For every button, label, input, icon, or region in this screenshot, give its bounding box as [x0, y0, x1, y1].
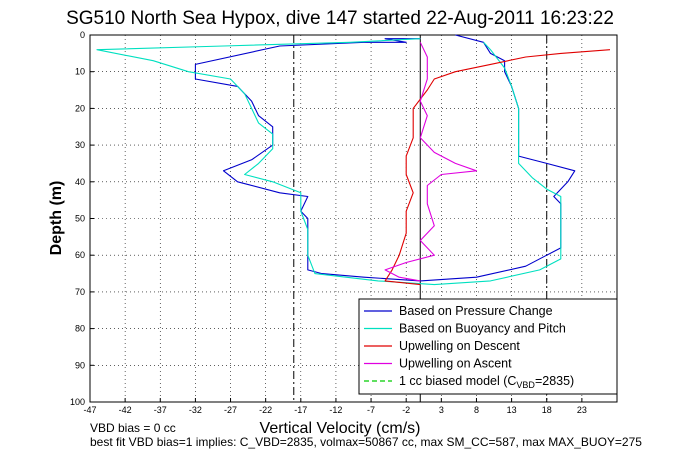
legend-entry: Upwelling on Ascent: [399, 357, 512, 371]
legend-entry: 1 cc biased model (CVBD=2835): [399, 374, 574, 390]
legend: Based on Pressure Change Based on Buoyanc…: [358, 298, 618, 395]
footer-fit-text: best fit VBD bias=1 implies: C_VBD=2835,…: [90, 435, 642, 449]
legend-entry: Based on Pressure Change: [399, 304, 553, 318]
y-tick-label: 0: [80, 30, 85, 40]
x-tick-label: -42: [119, 405, 132, 415]
y-tick-label: 70: [75, 287, 85, 297]
x-tick-label: -37: [154, 405, 167, 415]
series-lines: [96, 34, 611, 286]
x-axis-ticks: -47 -42 -37 -32 -27 -22 -17 -12 -7 -2 3 8 13 18 23: [83, 398, 587, 415]
x-axis-label: Vertical Velocity (cm/s): [260, 420, 421, 437]
y-tick-label: 10: [75, 67, 85, 77]
series-line: [384, 42, 478, 282]
x-tick-label: 13: [507, 405, 517, 415]
series-line: [96, 38, 562, 286]
x-tick-label: 18: [542, 405, 552, 415]
x-tick-label: -12: [329, 405, 342, 415]
y-tick-label: 50: [75, 214, 85, 224]
x-tick-label: -32: [189, 405, 202, 415]
y-tick-label: 90: [75, 360, 85, 370]
legend-entry: Based on Buoyancy and Pitch: [399, 322, 566, 336]
x-tick-label: -27: [224, 405, 237, 415]
x-tick-label: -47: [83, 405, 96, 415]
footer-bias-text: VBD bias = 0 cc: [90, 421, 176, 435]
y-tick-label: 80: [75, 324, 85, 334]
legend-entry: Upwelling on Descent: [399, 339, 520, 353]
x-tick-label: -7: [367, 405, 375, 415]
x-tick-label: -17: [294, 405, 307, 415]
series-line: [194, 34, 576, 282]
y-axis-label: Depth (m): [48, 181, 65, 256]
y-tick-label: 100: [70, 397, 85, 407]
y-tick-label: 40: [75, 177, 85, 187]
y-tick-label: 30: [75, 140, 85, 150]
x-tick-label: 8: [474, 405, 479, 415]
y-tick-label: 60: [75, 250, 85, 260]
x-tick-label: -2: [402, 405, 410, 415]
chart-title: SG510 North Sea Hypox, dive 147 started …: [66, 8, 614, 29]
x-tick-label: -22: [259, 405, 272, 415]
y-tick-label: 20: [75, 103, 85, 113]
legend-box: [358, 298, 618, 395]
x-tick-label: 3: [439, 405, 444, 415]
x-tick-label: 23: [577, 405, 587, 415]
y-axis-ticks: 0 10 20 30 40 50 60 70 80 90 100: [70, 30, 94, 407]
series-line: [384, 49, 611, 286]
